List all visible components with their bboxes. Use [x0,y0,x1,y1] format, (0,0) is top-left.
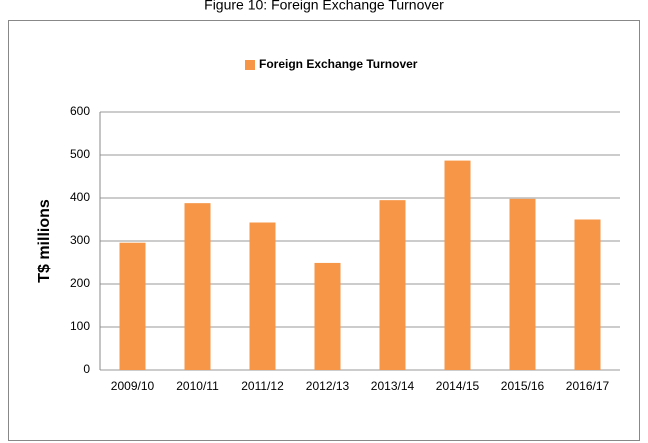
legend-label: Foreign Exchange Turnover [259,57,418,71]
x-tick-label: 2015/16 [501,379,545,393]
chart-frame [8,20,640,441]
y-tick-label: 600 [70,104,90,118]
y-tick-label: 500 [70,147,90,161]
x-tick-label: 2014/15 [436,379,480,393]
bar [379,200,406,370]
bar [249,222,276,370]
x-tick-label: 2013/14 [371,379,415,393]
y-tick-label: 200 [70,276,90,290]
y-tick-label: 100 [70,319,90,333]
legend-swatch [245,60,255,70]
x-tick-label: 2010/11 [176,379,219,393]
y-axis-label: T$ millions [36,199,53,283]
bar [314,262,341,370]
bar [119,242,146,370]
bar [509,198,536,370]
bar [574,219,601,370]
x-tick-label: 2011/12 [241,379,284,393]
bar [444,160,471,370]
y-tick-label: 400 [70,190,90,204]
x-tick-label: 2009/10 [111,379,155,393]
x-tick-label: 2012/13 [306,379,350,393]
y-tick-label: 300 [70,233,90,247]
bar [184,203,211,370]
x-tick-label: 2016/17 [566,379,610,393]
chart-title: Figure 10: Foreign Exchange Turnover [204,0,444,13]
y-tick-label: 0 [83,362,90,376]
